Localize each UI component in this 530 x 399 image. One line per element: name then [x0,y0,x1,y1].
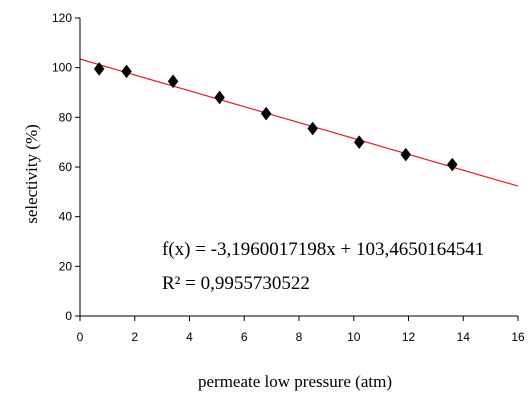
y-tick-label: 0 [65,309,72,323]
x-tick-label: 12 [402,330,416,344]
x-tick-label: 16 [511,330,525,344]
trendline-group [79,58,519,187]
x-axis-title: permeate low pressure (atm) [198,372,392,391]
x-tick-label: 2 [131,330,138,344]
y-tick-label: 20 [59,259,73,273]
y-tick-label: 80 [59,110,73,124]
data-point-diamond [260,106,272,121]
y-tick-label: 100 [52,61,72,75]
x-tick-label: 4 [186,330,193,344]
x-tick-label: 8 [296,330,303,344]
data-point-diamond [353,135,365,150]
x-tick-label: 14 [457,330,471,344]
x-tick-label: 10 [347,330,361,344]
trendline-equation: f(x) = -3,1960017198x + 103,4650164541 [162,239,484,260]
data-point-diamond [214,90,225,105]
x-tick-label: 6 [241,330,248,344]
data-point-diamond [400,147,412,162]
data-point-diamond [446,157,458,172]
data-point-diamond [121,64,132,79]
data-point-diamond [307,121,319,136]
x-tick-label: 0 [77,330,84,344]
trendline-r-squared: R² = 0,9955730522 [162,273,310,294]
y-tick-label: 60 [59,160,73,174]
data-point-diamond [167,74,179,89]
trendline [79,58,519,187]
y-tick-label: 120 [52,11,72,25]
y-tick-label: 40 [59,210,73,224]
y-tick-labels: 0 20 40 60 80 100 120 [52,11,72,323]
x-tick-labels: 0 2 4 6 8 10 12 14 16 [77,330,525,344]
data-points [93,61,458,172]
axes [75,17,519,321]
data-point-diamond [93,61,105,76]
y-axis-title: selectivity (%) [22,124,41,224]
